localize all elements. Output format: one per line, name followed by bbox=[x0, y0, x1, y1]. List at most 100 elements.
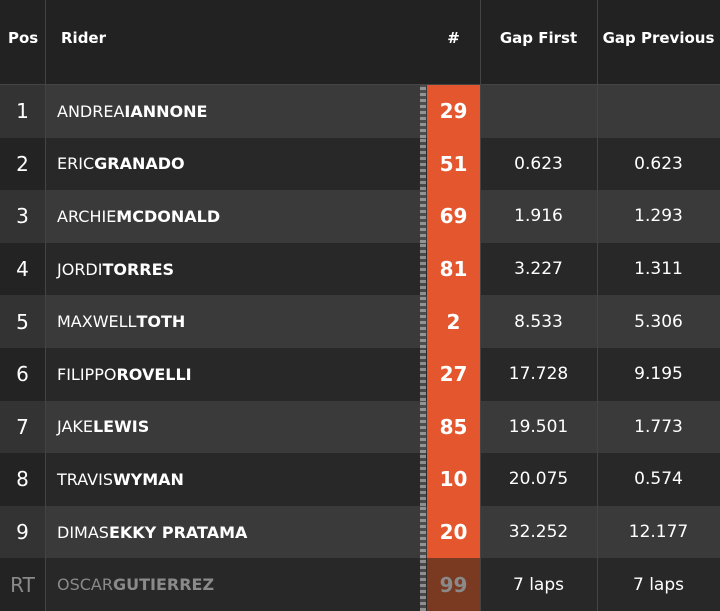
row: 9 DIMAS EKKY PRATAMA 20 32.252 12.177 bbox=[0, 505, 720, 559]
gap-previous: 0.623 bbox=[634, 153, 683, 174]
rider-name: OSCAR GUTIERREZ bbox=[45, 558, 465, 611]
rider-name: ANDREA IANNONE bbox=[45, 85, 465, 138]
rider-number: 20 bbox=[427, 505, 480, 559]
row: RT OSCAR GUTIERREZ 99 7 laps 7 laps bbox=[0, 558, 720, 611]
row: 1 ANDREA IANNONE 29 bbox=[0, 85, 720, 138]
first-name: FILIPPO bbox=[57, 364, 117, 384]
column-separator bbox=[45, 0, 46, 611]
gap-previous: 1.293 bbox=[634, 206, 683, 227]
checker bbox=[420, 400, 426, 454]
first-name: ANDREA bbox=[57, 101, 125, 121]
gap-first bbox=[480, 85, 597, 138]
column-separator bbox=[480, 0, 481, 611]
last-name: WYMAN bbox=[112, 469, 184, 489]
pos: 9 bbox=[0, 505, 45, 559]
checker bbox=[420, 558, 426, 611]
gap-previous: 9.195 bbox=[634, 364, 683, 385]
gap-previous: 5.306 bbox=[634, 311, 683, 332]
last-name: TOTH bbox=[136, 312, 186, 332]
header-gap-first: Gap First bbox=[499, 28, 578, 47]
rider-name: MAXWELL TOTH bbox=[45, 295, 465, 348]
rider-number: 51 bbox=[427, 137, 480, 191]
gap-first: 20.075 bbox=[508, 469, 569, 490]
gap-previous: 1.311 bbox=[634, 259, 683, 280]
pos: RT bbox=[0, 558, 45, 611]
last-name: GRANADO bbox=[94, 154, 185, 174]
rider-number: 2 bbox=[427, 295, 480, 348]
gap-first: 8.533 bbox=[514, 311, 563, 332]
checker bbox=[420, 242, 426, 296]
column-separator bbox=[597, 0, 598, 611]
first-name: DIMAS bbox=[57, 522, 109, 542]
checker bbox=[420, 505, 426, 559]
row: 3 ARCHIE MCDONALD 69 1.916 1.293 bbox=[0, 190, 720, 243]
first-name: ARCHIE bbox=[57, 206, 117, 226]
gap-first: 32.252 bbox=[508, 522, 569, 543]
last-name: ROVELLI bbox=[116, 364, 192, 384]
header-gap-previous: Gap Previous bbox=[602, 28, 715, 47]
rider-name: FILIPPO ROVELLI bbox=[45, 348, 465, 401]
last-name: LEWIS bbox=[92, 417, 150, 437]
rider-name: JORDI TORRES bbox=[45, 243, 465, 296]
first-name: MAXWELL bbox=[57, 312, 137, 332]
pos: 2 bbox=[0, 137, 45, 191]
gap-first: 3.227 bbox=[514, 259, 563, 280]
rider-number: 99 bbox=[427, 558, 480, 611]
gap-previous: 12.177 bbox=[628, 522, 689, 543]
rider-name: TRAVIS WYMAN bbox=[45, 453, 465, 506]
first-name: JAKE bbox=[57, 417, 93, 437]
checker bbox=[420, 348, 426, 401]
rider-number: 10 bbox=[427, 453, 480, 506]
header-number: # bbox=[447, 28, 460, 47]
rider-name: ERIC GRANADO bbox=[45, 138, 465, 191]
last-name: EKKY PRATAMA bbox=[108, 522, 248, 542]
gap-first: 1.916 bbox=[514, 206, 563, 227]
gap-first: 0.623 bbox=[514, 153, 563, 174]
row: 7 JAKE LEWIS 85 19.501 1.773 bbox=[0, 400, 720, 454]
checker bbox=[420, 453, 426, 506]
gap-first: 7 laps bbox=[512, 574, 564, 595]
rider-name: ARCHIE MCDONALD bbox=[45, 190, 465, 243]
header-rider: Rider bbox=[61, 28, 106, 47]
pos: 7 bbox=[0, 400, 45, 454]
rider-number: 69 bbox=[427, 190, 480, 243]
gap-first: 17.728 bbox=[508, 364, 569, 385]
rider-name: JAKE LEWIS bbox=[45, 401, 465, 454]
row: 5 MAXWELL TOTH 2 8.533 5.306 bbox=[0, 295, 720, 348]
gap-previous: 1.773 bbox=[634, 416, 683, 437]
row: 2 ERIC GRANADO 51 0.623 0.623 bbox=[0, 137, 720, 191]
header-separator bbox=[0, 84, 720, 85]
row: 4 JORDI TORRES 81 3.227 1.311 bbox=[0, 242, 720, 296]
checker bbox=[420, 137, 426, 191]
first-name: OSCAR bbox=[57, 575, 113, 595]
header-pos: Pos bbox=[8, 28, 39, 47]
checker bbox=[420, 85, 426, 138]
pos: 6 bbox=[0, 348, 45, 401]
pos: 5 bbox=[0, 295, 45, 348]
gap-previous: 0.574 bbox=[634, 469, 683, 490]
gap-first: 19.501 bbox=[508, 416, 569, 437]
rider-number: 29 bbox=[427, 85, 480, 138]
last-name: IANNONE bbox=[124, 101, 208, 121]
last-name: MCDONALD bbox=[116, 206, 221, 226]
gap-previous: 7 laps bbox=[632, 574, 684, 595]
pos: 8 bbox=[0, 453, 45, 506]
pos: 1 bbox=[0, 85, 45, 138]
last-name: TORRES bbox=[102, 259, 175, 279]
first-name: ERIC bbox=[57, 154, 95, 174]
rider-number: 85 bbox=[427, 400, 480, 454]
first-name: TRAVIS bbox=[57, 469, 113, 489]
checker bbox=[420, 190, 426, 243]
row: 8 TRAVIS WYMAN 10 20.075 0.574 bbox=[0, 453, 720, 506]
pos: 4 bbox=[0, 242, 45, 296]
pos: 3 bbox=[0, 190, 45, 243]
last-name: GUTIERREZ bbox=[112, 575, 215, 595]
first-name: JORDI bbox=[57, 259, 103, 279]
rider-number: 81 bbox=[427, 242, 480, 296]
checker bbox=[420, 295, 426, 348]
rider-name: DIMAS EKKY PRATAMA bbox=[45, 506, 465, 559]
gap-previous bbox=[597, 85, 720, 138]
row: 6 FILIPPO ROVELLI 27 17.728 9.195 bbox=[0, 348, 720, 401]
rider-number: 27 bbox=[427, 348, 480, 401]
